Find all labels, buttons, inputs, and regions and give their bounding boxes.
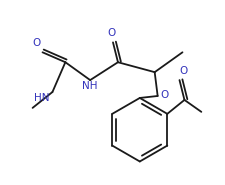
Text: O: O xyxy=(32,38,41,48)
Text: O: O xyxy=(179,66,188,76)
Text: O: O xyxy=(161,90,169,100)
Text: NH: NH xyxy=(82,81,98,91)
Text: O: O xyxy=(107,28,115,38)
Text: HN: HN xyxy=(34,93,50,103)
